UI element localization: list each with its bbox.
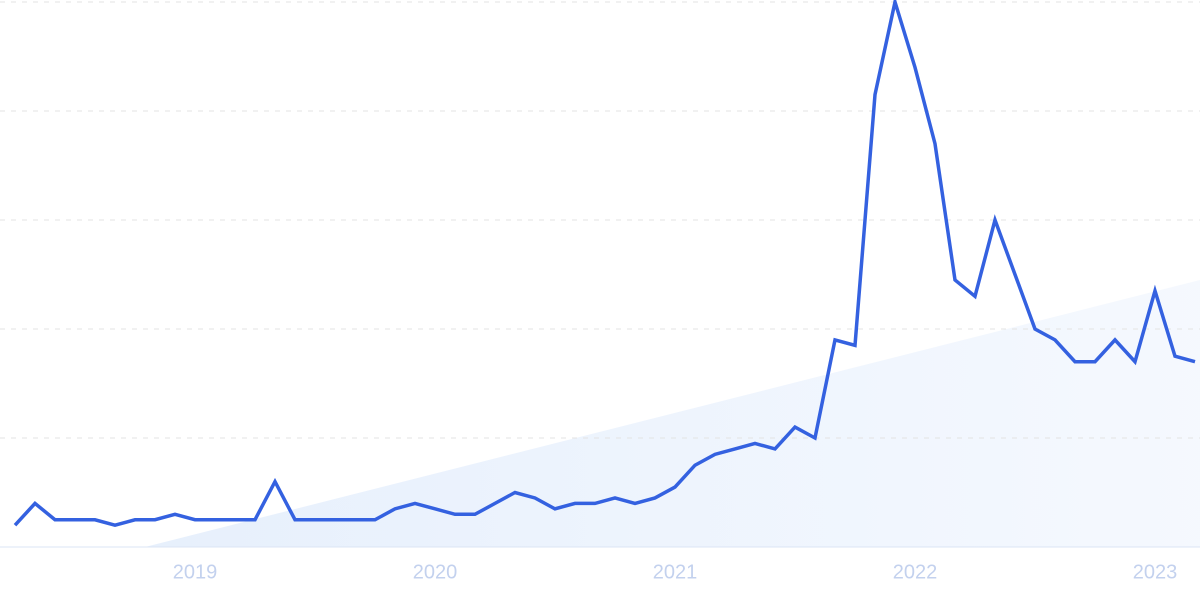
trend-line bbox=[13, 0, 1196, 528]
x-tick-label: 2022 bbox=[893, 561, 938, 583]
trend-area bbox=[145, 280, 1200, 547]
x-tick-label: 2021 bbox=[653, 561, 698, 583]
x-tick-label: 2019 bbox=[173, 561, 218, 583]
x-tick-label: 2020 bbox=[413, 561, 458, 583]
x-tick-label: 2023 bbox=[1133, 561, 1178, 583]
